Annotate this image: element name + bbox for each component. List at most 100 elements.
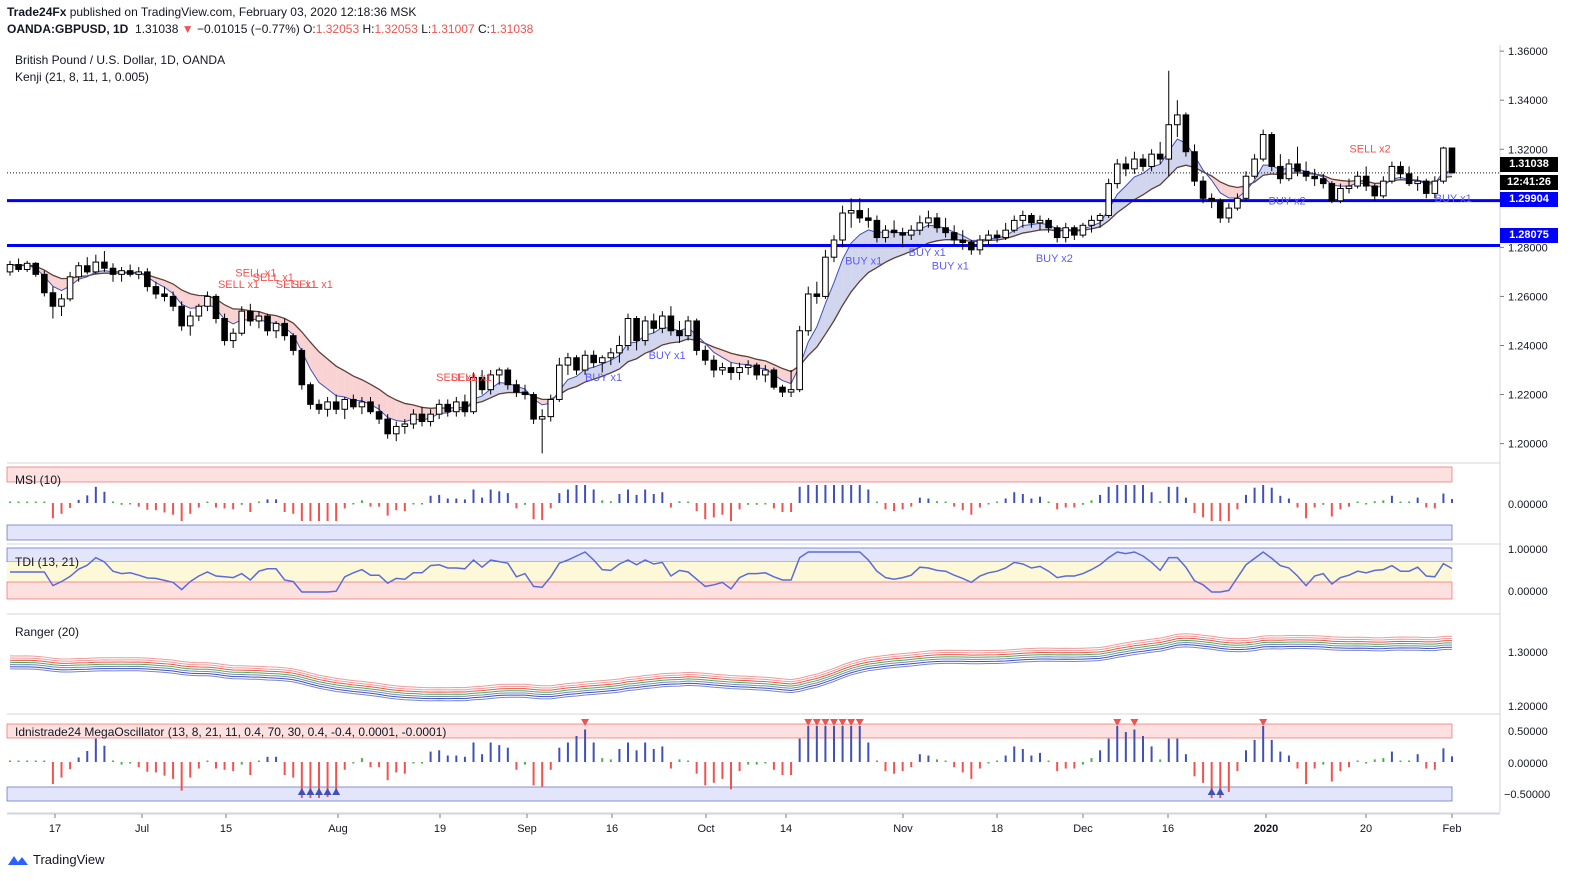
candle-body bbox=[667, 315, 675, 332]
candle bbox=[830, 235, 838, 263]
candle bbox=[1345, 178, 1353, 194]
mega-sell-triangle bbox=[1113, 719, 1122, 726]
candle-body bbox=[538, 416, 546, 420]
x-tick-label: 19 bbox=[434, 823, 446, 835]
x-tick-label: 20 bbox=[1360, 823, 1372, 835]
candle-body bbox=[796, 330, 803, 391]
candle-body bbox=[66, 276, 74, 300]
candle-body bbox=[358, 401, 366, 408]
candle bbox=[41, 270, 48, 297]
mega-pane-label[interactable]: Idnistrade24 MegaOscillator (13, 8, 21, … bbox=[15, 725, 447, 739]
candle-body bbox=[822, 256, 829, 297]
kenji-cloud-segment bbox=[902, 232, 912, 255]
sell-signal-label: SELL x1 bbox=[235, 267, 276, 279]
candle bbox=[616, 335, 623, 363]
kenji-cloud-segment bbox=[576, 369, 586, 387]
ranger-band-0 bbox=[9, 633, 1453, 689]
tdi-mid-band bbox=[7, 562, 1452, 582]
candle-body bbox=[238, 310, 246, 334]
candle bbox=[1088, 215, 1095, 233]
kenji-cloud-segment bbox=[619, 343, 628, 369]
candle bbox=[779, 384, 786, 397]
candle bbox=[719, 362, 726, 375]
kenji-cloud-segment bbox=[361, 379, 371, 405]
last-price-tag: 1.31038 bbox=[1500, 157, 1558, 172]
candle-body bbox=[1010, 219, 1018, 231]
candle-body bbox=[1208, 197, 1215, 202]
candle bbox=[1225, 203, 1233, 223]
kenji-cloud-segment bbox=[782, 368, 792, 384]
kenji-cloud-segment bbox=[490, 382, 500, 398]
candle bbox=[1010, 215, 1018, 233]
y-tick-label: 1.26000 bbox=[1508, 291, 1548, 303]
candle-body bbox=[882, 229, 889, 239]
mega-buy-triangle bbox=[332, 788, 341, 795]
mega-sell-triangle bbox=[855, 719, 864, 726]
candle bbox=[753, 362, 761, 380]
symbol-legend[interactable]: British Pound / U.S. Dollar, 1D, OANDA bbox=[15, 53, 226, 67]
candle bbox=[762, 365, 769, 383]
candle bbox=[1251, 154, 1258, 179]
candle bbox=[350, 394, 357, 410]
candle-body bbox=[350, 398, 357, 408]
kenji-cloud-segment bbox=[1340, 180, 1349, 187]
candle-body bbox=[1345, 185, 1353, 189]
tdi-lower-band bbox=[6, 581, 1453, 600]
candle bbox=[83, 257, 91, 275]
candle bbox=[925, 210, 932, 228]
mega-sell-triangle bbox=[821, 719, 830, 726]
candle-body bbox=[1019, 214, 1027, 221]
candle bbox=[341, 396, 349, 420]
candle bbox=[161, 286, 168, 302]
candle-body bbox=[1242, 175, 1250, 199]
candle bbox=[135, 266, 143, 280]
low-value: 1.31007 bbox=[431, 22, 475, 36]
candle-body bbox=[152, 286, 160, 295]
x-tick-label: 14 bbox=[780, 823, 792, 835]
mega-sell-triangle bbox=[830, 719, 838, 726]
candle-body bbox=[1311, 175, 1318, 180]
candle bbox=[1199, 176, 1207, 204]
candle bbox=[1431, 176, 1439, 199]
tdi-pane-label[interactable]: TDI (13, 21) bbox=[15, 555, 80, 569]
candle bbox=[1096, 213, 1104, 228]
candle bbox=[1405, 166, 1413, 187]
tradingview-logo[interactable]: TradingView bbox=[7, 852, 105, 867]
kenji-cloud-segment bbox=[1143, 167, 1152, 195]
candle-body bbox=[75, 265, 82, 278]
candle bbox=[1165, 70, 1173, 177]
price-change: −0.01015 (−0.77%) bbox=[196, 22, 300, 36]
kenji-cloud-segment bbox=[816, 303, 826, 348]
candle-body bbox=[710, 359, 718, 371]
ranger-pane-label[interactable]: Ranger (20) bbox=[15, 625, 80, 639]
kenji-cloud-segment bbox=[52, 275, 62, 291]
candle bbox=[367, 396, 374, 415]
candle-body bbox=[968, 241, 975, 251]
candle bbox=[1131, 151, 1138, 174]
kenji-cloud-segment bbox=[1022, 224, 1032, 234]
publisher-name[interactable]: Trade24Fx bbox=[7, 5, 67, 19]
candle-body bbox=[1337, 187, 1344, 202]
msi-pane-label[interactable]: MSI (10) bbox=[15, 473, 62, 487]
kenji-cloud-segment bbox=[301, 331, 311, 370]
sell-signal-label: SELL x1 bbox=[436, 372, 477, 384]
mega-sell-triangle bbox=[581, 719, 590, 726]
candle-body bbox=[427, 413, 434, 423]
candle bbox=[744, 360, 752, 375]
candle-body bbox=[332, 401, 340, 410]
candle bbox=[1354, 171, 1361, 189]
candle-body bbox=[830, 239, 838, 258]
candle bbox=[590, 350, 597, 368]
kenji-legend[interactable]: Kenji (21, 8, 11, 1, 0.005) bbox=[15, 70, 149, 84]
footer-brand: TradingView bbox=[33, 852, 105, 867]
candle bbox=[1036, 215, 1044, 231]
buy-signal-label: BUY x1 bbox=[932, 260, 969, 272]
mega-buy-triangle bbox=[1207, 788, 1216, 795]
candle bbox=[461, 394, 469, 417]
candle bbox=[221, 313, 228, 346]
candle-body bbox=[410, 413, 417, 425]
candle-body bbox=[633, 318, 640, 342]
candle-body bbox=[744, 364, 752, 369]
candle-body bbox=[684, 320, 692, 337]
